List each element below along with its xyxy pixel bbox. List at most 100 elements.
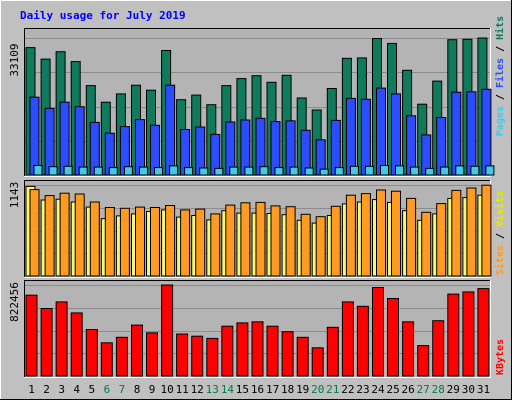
day-label-27: 27 bbox=[417, 383, 430, 396]
legend-middle: Sites / Visits bbox=[494, 191, 506, 275]
day-label-9: 9 bbox=[149, 383, 156, 396]
sites-bar-day-31 bbox=[481, 184, 492, 277]
legend-top: Pages / Files / Hits bbox=[494, 16, 506, 136]
pages-bar-day-9 bbox=[154, 167, 163, 176]
kbytes-bar-day-26 bbox=[402, 321, 415, 377]
kbytes-bar-day-6 bbox=[100, 342, 113, 377]
kbytes-bar-day-10 bbox=[161, 284, 174, 377]
files-bar-day-2 bbox=[44, 107, 55, 176]
files-bar-day-23 bbox=[360, 98, 371, 176]
day-label-30: 30 bbox=[462, 383, 475, 396]
pages-bar-day-24 bbox=[380, 165, 389, 176]
kbytes-bar-day-12 bbox=[191, 335, 204, 377]
files-bar-day-25 bbox=[391, 93, 401, 176]
kbytes-bar-day-8 bbox=[131, 324, 143, 377]
sites-bar-day-4 bbox=[74, 193, 85, 277]
kbytes-bar-day-7 bbox=[115, 336, 128, 377]
day-label-2: 2 bbox=[43, 383, 50, 396]
files-bar-day-10 bbox=[165, 84, 176, 176]
files-bar-day-29 bbox=[451, 91, 462, 176]
sites-bar-day-7 bbox=[119, 207, 130, 277]
kbytes-bar-day-23 bbox=[356, 305, 369, 377]
sites-bar-day-1 bbox=[29, 189, 40, 277]
pages-bar-day-23 bbox=[364, 165, 374, 176]
pages-bar-day-29 bbox=[455, 165, 465, 176]
day-label-22: 22 bbox=[341, 383, 354, 396]
files-bar-day-31 bbox=[481, 88, 492, 176]
files-bar-day-1 bbox=[29, 96, 40, 176]
pages-bar-day-4 bbox=[78, 166, 88, 176]
pages-bar-day-14 bbox=[229, 166, 239, 176]
legend-sites: Sites bbox=[494, 245, 506, 275]
kbytes-bar-day-15 bbox=[236, 322, 249, 377]
sites-bar-day-26 bbox=[406, 197, 417, 277]
kbytes-panel bbox=[24, 280, 491, 378]
day-label-4: 4 bbox=[73, 383, 80, 396]
day-label-18: 18 bbox=[281, 383, 294, 396]
sites-bar-day-28 bbox=[436, 203, 447, 277]
pages-bar-day-11 bbox=[184, 167, 194, 176]
files-bar-day-30 bbox=[466, 91, 477, 176]
files-bar-day-21 bbox=[330, 119, 341, 176]
hits-files-pages-panel bbox=[24, 28, 495, 177]
kbytes-bar-day-25 bbox=[387, 298, 399, 377]
kbytes-bar-day-22 bbox=[341, 301, 354, 377]
kbytes-bar-day-31 bbox=[477, 288, 490, 377]
sites-bar-day-11 bbox=[180, 209, 191, 277]
pages-bar-day-20 bbox=[319, 168, 329, 176]
sites-bar-day-25 bbox=[391, 190, 401, 277]
sites-bar-day-6 bbox=[104, 207, 115, 277]
pages-bar-day-18 bbox=[289, 166, 299, 176]
files-bar-day-3 bbox=[59, 101, 70, 176]
day-label-3: 3 bbox=[58, 383, 65, 396]
pages-bar-day-19 bbox=[304, 167, 314, 176]
day-label-15: 15 bbox=[236, 383, 249, 396]
files-bar-day-26 bbox=[406, 115, 417, 176]
day-label-1: 1 bbox=[28, 383, 35, 396]
day-labels: 1 2 3 4 5 6 7 8 9 10 11 12 13 14 15 16 17 18 19 20 21 22 23 24 2… bbox=[28, 383, 490, 396]
day-label-25: 25 bbox=[386, 383, 399, 396]
pages-bar-day-26 bbox=[410, 166, 420, 176]
files-bar-day-4 bbox=[74, 106, 85, 176]
sites-bar-day-29 bbox=[451, 189, 462, 277]
legend-pages: Pages bbox=[495, 106, 506, 136]
panel-middle-max-label: 1143 bbox=[8, 182, 21, 209]
pages-bar-day-25 bbox=[395, 165, 404, 176]
kbytes-bar-day-29 bbox=[447, 293, 460, 377]
sites-bar-day-8 bbox=[135, 206, 145, 277]
day-label-20: 20 bbox=[311, 383, 324, 396]
kbytes-bar-day-24 bbox=[372, 287, 384, 377]
pages-bar-day-7 bbox=[123, 166, 133, 176]
legend-sep-3: / bbox=[495, 227, 506, 245]
pages-bar-day-8 bbox=[139, 166, 148, 176]
day-label-17: 17 bbox=[266, 383, 279, 396]
day-label-31: 31 bbox=[477, 383, 490, 396]
kbytes-bar-day-9 bbox=[146, 332, 158, 377]
pages-bar-day-31 bbox=[485, 165, 495, 176]
day-label-11: 11 bbox=[176, 383, 189, 396]
sites-bar-day-23 bbox=[360, 193, 371, 277]
day-label-19: 19 bbox=[296, 383, 309, 396]
kbytes-bar-day-27 bbox=[417, 345, 430, 377]
sites-bar-day-30 bbox=[466, 187, 477, 277]
panel-top-max-label: 33109 bbox=[8, 43, 21, 76]
sites-bar-day-24 bbox=[376, 189, 386, 277]
day-label-12: 12 bbox=[191, 383, 204, 396]
sites-bar-day-12 bbox=[195, 208, 206, 277]
kbytes-bar-day-11 bbox=[176, 333, 189, 377]
pages-bar-day-1 bbox=[33, 165, 43, 176]
legend-hits: Hits bbox=[494, 16, 506, 40]
pages-bar-day-28 bbox=[440, 166, 450, 176]
files-bar-day-17 bbox=[270, 121, 281, 176]
legend-sep-1: / bbox=[495, 88, 506, 106]
pages-bar-day-27 bbox=[425, 167, 435, 176]
files-bar-day-28 bbox=[436, 117, 447, 176]
day-label-23: 23 bbox=[356, 383, 369, 396]
pages-bar-day-10 bbox=[169, 165, 179, 176]
sites-bar-day-19 bbox=[300, 213, 311, 277]
sites-bar-day-14 bbox=[225, 204, 236, 277]
sites-bar-day-5 bbox=[89, 201, 100, 277]
sites-bar-day-18 bbox=[285, 206, 296, 277]
